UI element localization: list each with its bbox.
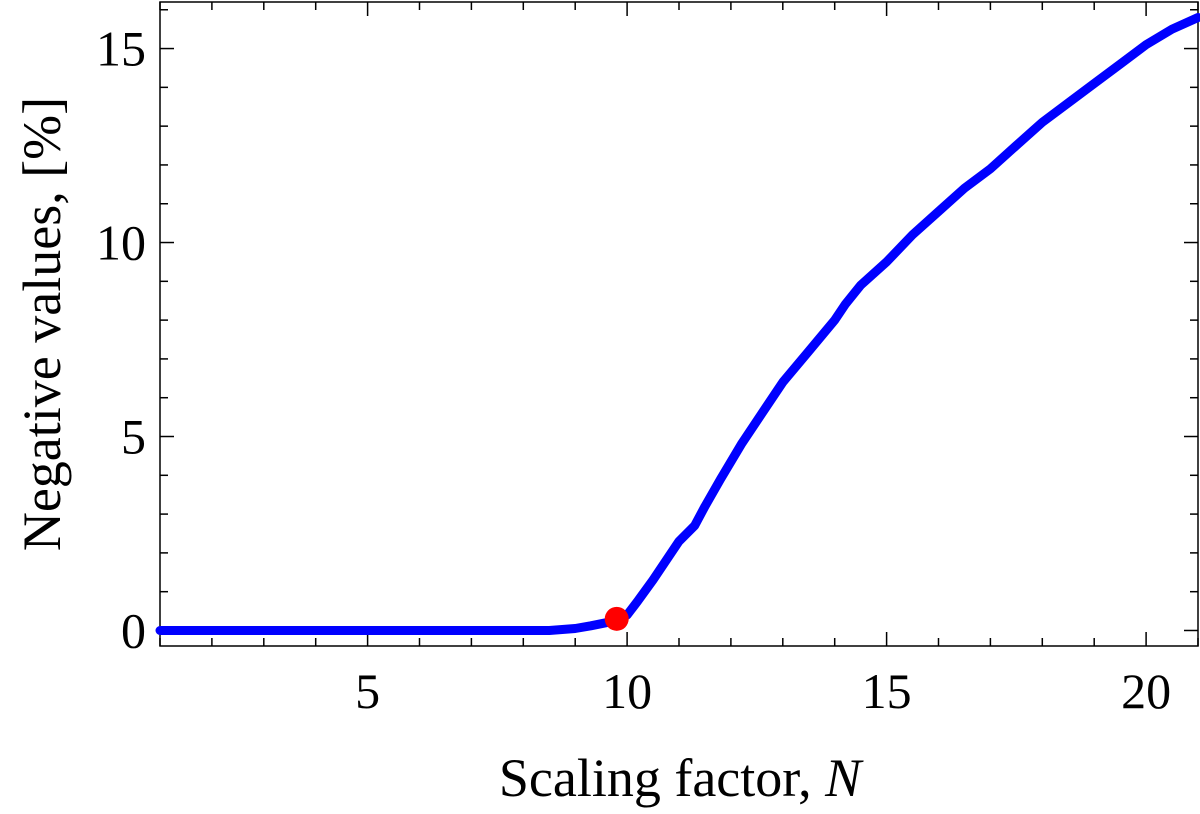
y-tick-label: 0 (121, 602, 146, 658)
minor-ticks (159, 2, 1199, 646)
y-axis-title: Negative values, [%] (12, 97, 72, 551)
y-tick-label: 15 (96, 21, 146, 77)
plot-area (155, 1, 1200, 647)
major-ticks (160, 2, 1198, 646)
x-tick-label: 15 (862, 663, 912, 719)
x-axis-title: Scaling factor, N (499, 748, 864, 808)
y-tick-labels: 0 5 10 15 (96, 21, 146, 659)
x-tick-label: 5 (355, 663, 380, 719)
series-line-negative-values (155, 13, 1200, 635)
x-tick-label: 10 (602, 663, 652, 719)
y-tick-label: 10 (96, 215, 146, 271)
x-tick-labels: 5 10 15 20 (355, 663, 1171, 719)
highlight-point (604, 606, 629, 631)
x-tick-label: 20 (1121, 663, 1171, 719)
plot-frame (159, 1, 1199, 647)
y-tick-label: 5 (121, 409, 146, 465)
